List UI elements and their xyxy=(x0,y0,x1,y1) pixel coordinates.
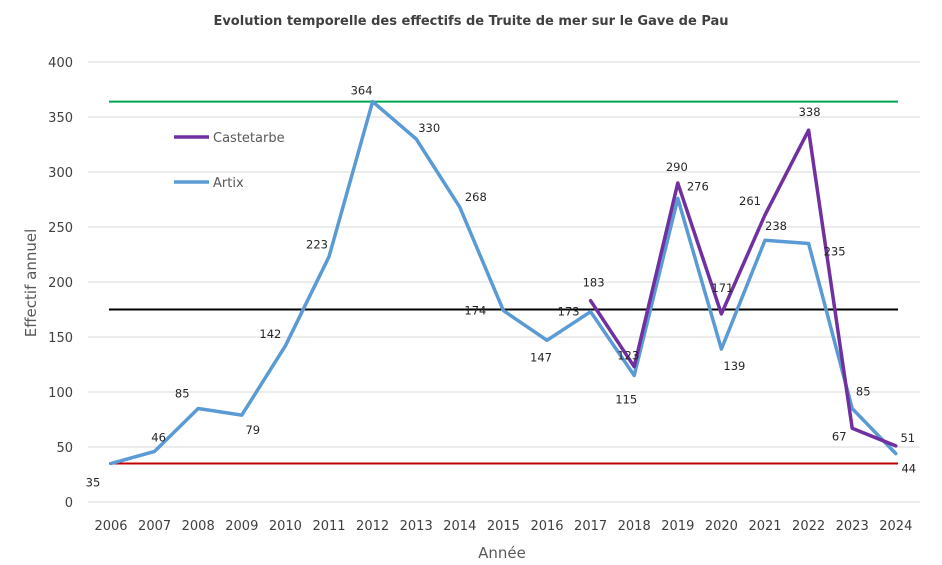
x-tick-label: 2006 xyxy=(94,519,127,534)
x-tick-label: 2022 xyxy=(792,519,825,534)
x-tick-label: 2019 xyxy=(661,519,694,534)
data-label: 174 xyxy=(464,304,486,318)
legend-label: Artix xyxy=(213,176,244,191)
data-label: 142 xyxy=(259,327,281,341)
y-tick-label: 0 xyxy=(65,496,73,511)
data-label: 364 xyxy=(351,84,373,98)
data-label: 173 xyxy=(558,305,580,319)
data-label: 115 xyxy=(615,393,637,407)
y-axis-title: Effectif annuel xyxy=(22,229,40,338)
legend: Castetarbe Artix xyxy=(174,131,285,191)
x-tick-label: 2024 xyxy=(879,519,912,534)
reference-lines xyxy=(109,100,898,465)
data-label: 235 xyxy=(824,245,846,259)
x-tick-label: 2020 xyxy=(705,519,738,534)
data-label: 338 xyxy=(799,105,821,119)
data-label: 44 xyxy=(901,462,916,476)
series-line-artix xyxy=(109,99,898,466)
x-tick-label: 2013 xyxy=(400,519,433,534)
data-label: 330 xyxy=(418,121,440,135)
legend-label: Castetarbe xyxy=(213,131,285,146)
data-label: 35 xyxy=(86,476,101,490)
data-label: 223 xyxy=(306,238,328,252)
y-tick-label: 150 xyxy=(48,331,73,346)
x-tick-label: 2007 xyxy=(138,519,171,534)
x-tick-label: 2021 xyxy=(748,519,781,534)
y-tick-label: 50 xyxy=(56,441,73,456)
x-tick-label: 2023 xyxy=(836,519,869,534)
y-tick-label: 400 xyxy=(48,56,73,71)
y-tick-label: 300 xyxy=(48,166,73,181)
x-tick-label: 2008 xyxy=(182,519,215,534)
data-label: 171 xyxy=(711,281,733,295)
data-label: 147 xyxy=(530,350,552,364)
series-lines xyxy=(109,99,898,466)
y-tick-label: 350 xyxy=(48,111,73,126)
y-tick-labels: 0 50 100 150 200 250 300 350 400 xyxy=(48,56,73,511)
x-tick-label: 2010 xyxy=(269,519,302,534)
x-tick-label: 2014 xyxy=(443,519,476,534)
data-label: 276 xyxy=(687,179,709,193)
data-labels: 35 46 85 79 142 223 364 330 268 174 147 173 115 276 13… xyxy=(86,84,916,490)
data-label: 85 xyxy=(856,385,871,399)
x-tick-label: 2015 xyxy=(487,519,520,534)
chart-title: Evolution temporelle des effectifs de Tr… xyxy=(213,14,728,29)
x-tick-label: 2017 xyxy=(574,519,607,534)
gridlines xyxy=(88,61,920,503)
data-label: 123 xyxy=(617,349,639,363)
data-label: 261 xyxy=(739,194,761,208)
data-label: 67 xyxy=(832,429,847,443)
data-label: 51 xyxy=(900,431,915,445)
x-tick-label: 2009 xyxy=(225,519,258,534)
x-tick-labels: 2006 2007 2008 2009 2010 2011 2012 2013 2014 2015… xyxy=(94,519,912,534)
data-label: 183 xyxy=(583,276,605,290)
series-line-castetarbe xyxy=(588,128,898,448)
data-label: 268 xyxy=(465,190,487,204)
data-label: 79 xyxy=(245,423,260,437)
data-label: 139 xyxy=(723,359,745,373)
x-tick-label: 2011 xyxy=(312,519,345,534)
x-axis-title: Année xyxy=(478,544,526,562)
data-label: 85 xyxy=(175,387,190,401)
data-label: 238 xyxy=(765,219,787,233)
x-tick-label: 2012 xyxy=(356,519,389,534)
data-label: 290 xyxy=(666,160,688,174)
data-label: 46 xyxy=(151,430,166,444)
y-tick-label: 100 xyxy=(48,386,73,401)
x-tick-label: 2016 xyxy=(530,519,563,534)
x-tick-label: 2018 xyxy=(618,519,651,534)
y-tick-label: 250 xyxy=(48,221,73,236)
y-tick-label: 200 xyxy=(48,276,73,291)
